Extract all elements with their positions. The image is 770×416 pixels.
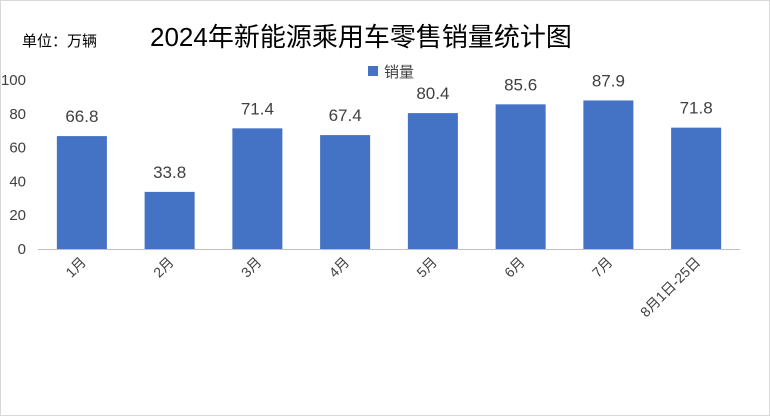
bar: [232, 128, 283, 249]
x-tick-label: 4月: [326, 254, 353, 281]
unit-label: 单位：万辆: [22, 33, 97, 50]
legend: 销量: [368, 64, 414, 81]
data-label: 33.8: [153, 163, 186, 182]
y-axis-ticks: 0 20 40 60 80 100: [1, 72, 26, 258]
data-label: 85.6: [504, 75, 537, 94]
bar: [407, 113, 458, 250]
x-axis-labels: 1月 2月 3月 4月 5月 6月 7月 8月1日-25日: [62, 254, 703, 320]
y-tick-label: 20: [9, 207, 26, 224]
data-label: 67.4: [329, 106, 362, 125]
x-tick-label: 3月: [238, 254, 265, 281]
y-tick-label: 80: [9, 106, 26, 123]
bar: [583, 100, 634, 249]
x-tick-label: 2月: [150, 254, 177, 281]
bar: [495, 104, 546, 249]
data-label: 80.4: [416, 84, 449, 103]
y-tick-label: 0: [18, 241, 26, 258]
x-tick-label: 8月1日-25日: [637, 254, 703, 320]
y-tick-label: 60: [9, 140, 26, 157]
bar: [56, 136, 107, 249]
data-label: 66.8: [65, 107, 98, 126]
x-tick-label: 1月: [62, 254, 89, 281]
bar: [320, 135, 371, 249]
bar: [144, 191, 195, 249]
x-tick-label: 5月: [413, 254, 440, 281]
chart-title: 2024年新能源乘用车零售销量统计图: [150, 22, 572, 52]
x-tick-label: 6月: [501, 254, 528, 281]
legend-swatch: [368, 66, 378, 76]
data-labels: 66.8 33.8 71.4 67.4 80.4 85.6 87.9 71.8: [65, 71, 712, 181]
y-tick-label: 100: [1, 72, 26, 89]
data-label: 71.8: [680, 99, 713, 118]
data-label: 71.4: [241, 99, 274, 118]
y-tick-label: 40: [9, 173, 26, 190]
bars: [56, 100, 722, 250]
bar: [671, 127, 722, 249]
data-label: 87.9: [592, 71, 625, 90]
x-tick-label: 7月: [589, 254, 616, 281]
legend-label: 销量: [384, 64, 414, 81]
